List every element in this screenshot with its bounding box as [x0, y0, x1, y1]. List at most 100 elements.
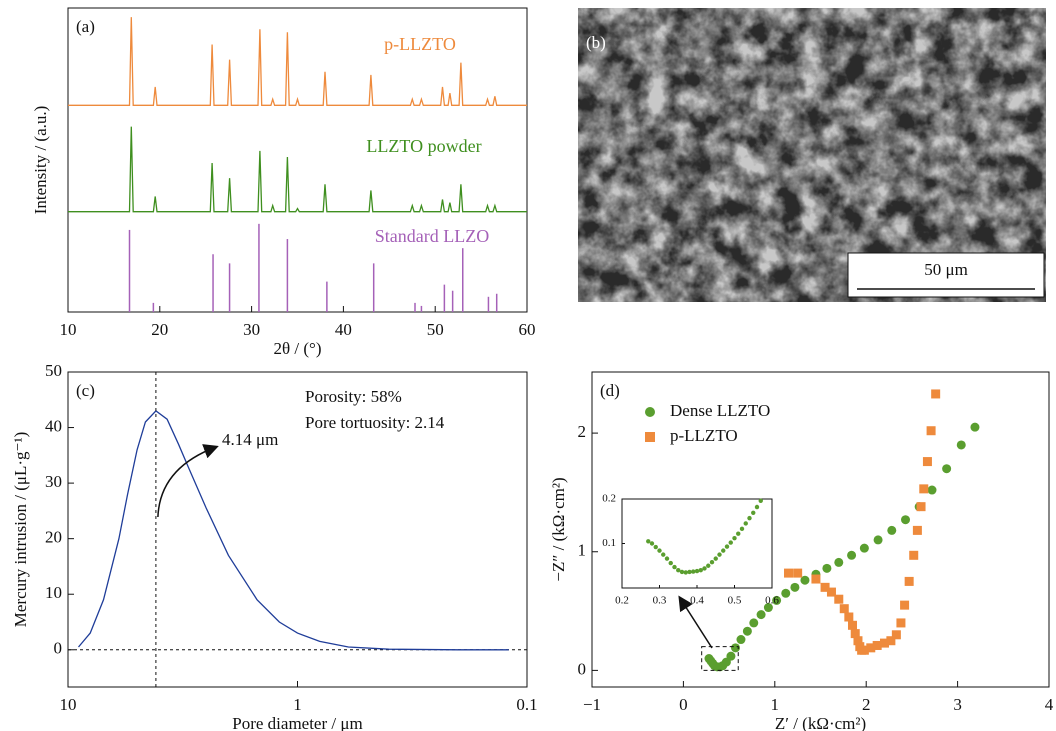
inset-point — [739, 526, 745, 532]
annotation: Porosity: 58% — [305, 387, 402, 406]
y-tick-label: 0.1 — [602, 537, 616, 549]
sem-panel: (b) 50 μm — [578, 8, 1046, 302]
legend-label: p-LLZTO — [670, 426, 738, 445]
point — [820, 582, 830, 592]
series-line — [68, 17, 527, 106]
point — [866, 643, 876, 653]
inset-point — [743, 521, 748, 526]
x-tick-label: 50 — [427, 320, 444, 339]
scale-bar-label: 50 μm — [924, 260, 968, 279]
point — [927, 485, 937, 495]
point — [970, 422, 980, 432]
point — [847, 620, 857, 630]
point — [772, 595, 782, 605]
y-tick-label: 20 — [45, 528, 62, 547]
point — [730, 643, 740, 653]
point — [763, 603, 773, 613]
x-tick-label: 0.3 — [653, 595, 667, 607]
inset-point — [649, 541, 655, 546]
inset-point — [728, 540, 733, 545]
y-tick-label: 1 — [578, 541, 587, 560]
panel-label: (d) — [600, 381, 620, 400]
plot-frame — [67, 371, 528, 688]
point — [756, 610, 766, 620]
point — [904, 576, 914, 586]
inset-point — [751, 510, 756, 515]
point — [800, 575, 810, 585]
point — [926, 426, 936, 436]
x-tick-label: 0.6 — [765, 595, 779, 607]
x-tick-label: 30 — [243, 320, 260, 339]
point — [879, 638, 889, 648]
inset-point — [717, 552, 722, 557]
y-tick-label: 10 — [45, 583, 62, 602]
inset-point — [754, 504, 760, 510]
inset-point — [661, 552, 666, 557]
y-axis-label: −Z″ / (kΩ·cm²) — [549, 477, 568, 581]
point — [826, 587, 836, 597]
x-axis-label: Z′ / (kΩ·cm²) — [775, 714, 866, 731]
y-tick-label: 0 — [54, 639, 63, 658]
x-tick-label: 1 — [293, 695, 302, 714]
x-axis-label: 2θ / (°) — [274, 339, 322, 358]
x-tick-label: 20 — [151, 320, 168, 339]
point — [901, 515, 911, 525]
x-tick-label: 4 — [1045, 695, 1054, 714]
inset-point — [672, 564, 677, 570]
legend-label: Dense LLZTO — [670, 401, 770, 420]
inset-point — [709, 559, 715, 565]
y-tick-label: 50 — [45, 361, 62, 380]
series-label: Standard LLZO — [375, 226, 489, 246]
series-label: p-LLZTO — [384, 34, 456, 54]
annotation: 4.14 μm — [222, 430, 278, 449]
x-tick-label: 10 — [60, 320, 77, 339]
point — [891, 630, 901, 640]
inset-point — [657, 548, 662, 553]
inset-point — [732, 535, 737, 541]
inset-point — [694, 568, 700, 574]
panel-label: (b) — [586, 33, 606, 52]
zoom-arrow — [678, 595, 713, 649]
x-tick-label: 0.4 — [690, 595, 704, 607]
annotation: Pore tortuosity: 2.14 — [305, 413, 445, 432]
inset-point — [646, 539, 651, 544]
point — [872, 640, 882, 650]
inset-point — [687, 569, 692, 575]
point — [736, 635, 746, 645]
inset-point — [653, 544, 658, 550]
point — [931, 389, 941, 399]
zoom-box — [701, 646, 739, 671]
x-tick-label: 3 — [953, 695, 962, 714]
inset-point — [679, 569, 685, 575]
inset-point — [736, 531, 741, 536]
inset-point — [702, 566, 707, 571]
point — [942, 464, 952, 474]
point — [956, 440, 966, 450]
point — [811, 574, 821, 584]
x-tick-label: 60 — [519, 320, 536, 339]
inset-bg — [622, 499, 772, 588]
annotation-arrow — [157, 444, 219, 518]
legend-marker — [645, 432, 655, 442]
inset-point — [713, 556, 718, 561]
x-tick-label: 10 — [60, 695, 77, 714]
legend-marker — [645, 407, 655, 417]
x-tick-label: 40 — [335, 320, 352, 339]
panel-label: (c) — [76, 381, 95, 400]
inset-point — [676, 568, 681, 573]
point — [900, 600, 910, 610]
plot-frame — [591, 371, 1050, 688]
point — [749, 618, 759, 628]
point — [859, 543, 869, 553]
point — [790, 582, 800, 592]
point — [742, 626, 752, 636]
inset-point — [668, 560, 673, 566]
plot-frame — [67, 7, 528, 313]
x-tick-label: −1 — [583, 695, 601, 714]
point — [839, 604, 849, 614]
x-tick-label: 0 — [679, 695, 688, 714]
inset-point — [747, 515, 752, 521]
point — [887, 525, 897, 535]
point — [922, 457, 932, 467]
